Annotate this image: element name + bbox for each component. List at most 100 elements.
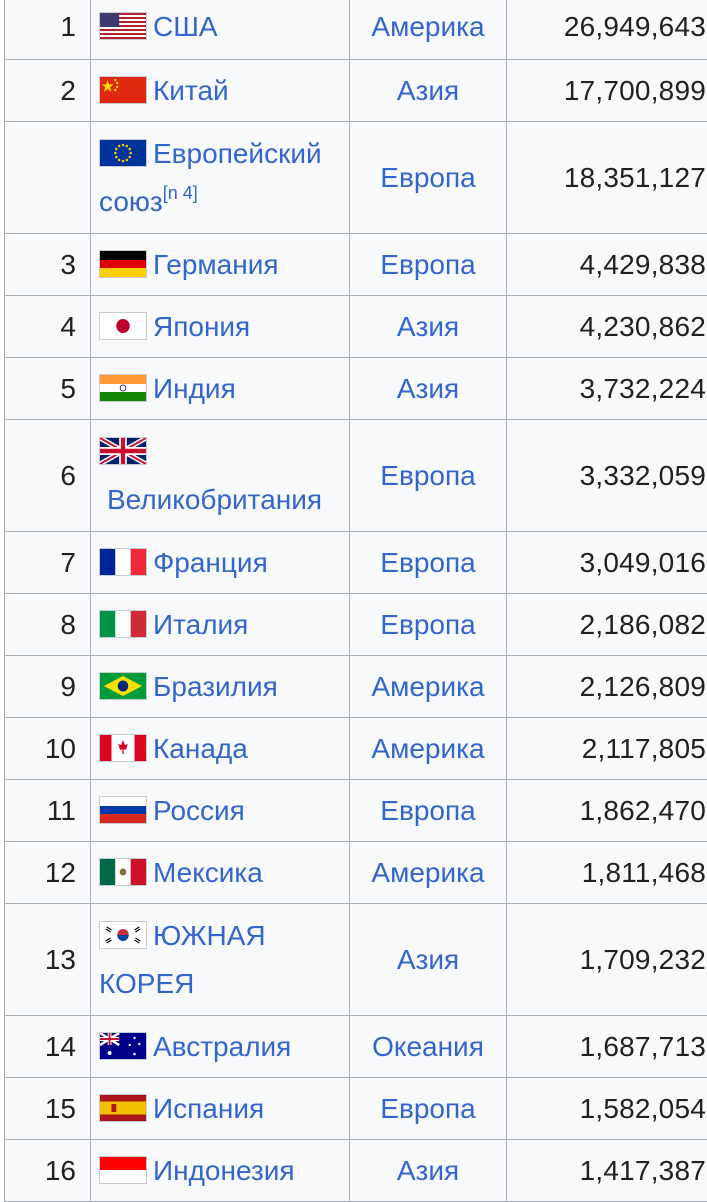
- gdp-value: 2,186,082: [507, 594, 707, 656]
- table-row: 16 Индонезия Азия 1,417,387: [5, 1140, 707, 1202]
- country-link-japan[interactable]: Япония: [153, 311, 250, 342]
- rank-cell: 1: [5, 0, 91, 60]
- region-link[interactable]: Азия: [397, 373, 459, 404]
- country-link-france[interactable]: Франция: [153, 547, 268, 578]
- france-flag-icon: [99, 548, 147, 576]
- country-link-south-korea-line2[interactable]: КОРЕЯ: [99, 968, 194, 999]
- region-cell: Америка: [350, 0, 507, 60]
- country-cell: Германия: [91, 234, 350, 296]
- country-link-eu-line2[interactable]: союз: [99, 186, 163, 217]
- country-link-south-korea-line1[interactable]: ЮЖНАЯ: [153, 920, 266, 951]
- country-cell: Европейский союз[n 4]: [91, 122, 350, 234]
- country-cell: Бразилия: [91, 656, 350, 718]
- country-link-spain[interactable]: Испания: [153, 1093, 264, 1124]
- region-cell: Азия: [350, 1140, 507, 1202]
- table-row: 8 Италия Европа 2,186,082: [5, 594, 707, 656]
- country-link-usa[interactable]: США: [153, 11, 218, 42]
- rank-cell: 13: [5, 904, 91, 1016]
- region-link[interactable]: Азия: [397, 311, 459, 342]
- country-link-germany[interactable]: Германия: [153, 249, 279, 280]
- region-cell: Европа: [350, 532, 507, 594]
- country-cell: Великобритания: [91, 420, 350, 532]
- country-link-india[interactable]: Индия: [153, 373, 236, 404]
- china-flag-icon: [99, 76, 147, 104]
- table-row: 3 Германия Европа 4,429,838: [5, 234, 707, 296]
- rank-cell: 12: [5, 842, 91, 904]
- country-link-italy[interactable]: Италия: [153, 609, 248, 640]
- table-row: 9 Бразилия Америка 2,126,809: [5, 656, 707, 718]
- country-link-china[interactable]: Китай: [153, 75, 229, 106]
- rank-cell: 11: [5, 780, 91, 842]
- gdp-ranking-table: 1 США Америка 26,949,643 2: [4, 0, 707, 1202]
- table-row: 14 Австралия Океания 1,687,713: [5, 1016, 707, 1078]
- region-cell: Азия: [350, 904, 507, 1016]
- rank-cell: 10: [5, 718, 91, 780]
- region-cell: Азия: [350, 60, 507, 122]
- country-cell: США: [91, 0, 350, 60]
- country-link-australia[interactable]: Австралия: [153, 1031, 291, 1062]
- region-cell: Азия: [350, 358, 507, 420]
- region-link[interactable]: Европа: [380, 162, 475, 193]
- region-link[interactable]: Америка: [371, 733, 484, 764]
- rank-cell: 5: [5, 358, 91, 420]
- uk-flag-icon: [99, 437, 147, 465]
- region-link[interactable]: Европа: [380, 547, 475, 578]
- country-cell: Италия: [91, 594, 350, 656]
- region-link[interactable]: Азия: [397, 75, 459, 106]
- table-row: 12 Мексика Америка 1,811,468: [5, 842, 707, 904]
- gdp-value: 1,417,387: [507, 1140, 707, 1202]
- footnote-link[interactable]: [n 4]: [163, 183, 198, 203]
- country-link-uk[interactable]: Великобритания: [107, 484, 322, 515]
- table-row: 10 Канада Америка 2,117,805: [5, 718, 707, 780]
- gdp-value: 17,700,899: [507, 60, 707, 122]
- rank-cell: 14: [5, 1016, 91, 1078]
- table-row: 15 Испания Европа 1,582,054: [5, 1078, 707, 1140]
- region-link[interactable]: Европа: [380, 249, 475, 280]
- country-cell: Япония: [91, 296, 350, 358]
- gdp-value: 3,049,016: [507, 532, 707, 594]
- gdp-value: 1,582,054: [507, 1078, 707, 1140]
- indonesia-flag-icon: [99, 1156, 147, 1184]
- country-link-canada[interactable]: Канада: [153, 733, 248, 764]
- country-cell: Франция: [91, 532, 350, 594]
- country-cell: ЮЖНАЯ КОРЕЯ: [91, 904, 350, 1016]
- country-link-brazil[interactable]: Бразилия: [153, 671, 278, 702]
- region-cell: Америка: [350, 718, 507, 780]
- region-link[interactable]: Америка: [371, 857, 484, 888]
- usa-flag-icon: [99, 12, 147, 40]
- table-row: 7 Франция Европа 3,049,016: [5, 532, 707, 594]
- india-flag-icon: [99, 374, 147, 402]
- table-row: 4 Япония Азия 4,230,862: [5, 296, 707, 358]
- region-link[interactable]: Океания: [372, 1031, 484, 1062]
- gdp-value: 2,117,805: [507, 718, 707, 780]
- table-row: 2 Китай Азия 17,700,899: [5, 60, 707, 122]
- region-link[interactable]: Азия: [397, 944, 459, 975]
- rank-cell: 4: [5, 296, 91, 358]
- country-cell: Индия: [91, 358, 350, 420]
- country-link-eu-line1[interactable]: Европейский: [153, 138, 322, 169]
- country-link-russia[interactable]: Россия: [153, 795, 245, 826]
- country-link-mexico[interactable]: Мексика: [153, 857, 263, 888]
- brazil-flag-icon: [99, 672, 147, 700]
- country-link-indonesia[interactable]: Индонезия: [153, 1155, 295, 1186]
- country-cell: Китай: [91, 60, 350, 122]
- region-link[interactable]: Европа: [380, 460, 475, 491]
- mexico-flag-icon: [99, 858, 147, 886]
- region-link[interactable]: Азия: [397, 1155, 459, 1186]
- russia-flag-icon: [99, 796, 147, 824]
- japan-flag-icon: [99, 312, 147, 340]
- gdp-value: 1,811,468: [507, 842, 707, 904]
- country-cell: Канада: [91, 718, 350, 780]
- gdp-value: 4,230,862: [507, 296, 707, 358]
- gdp-value: 26,949,643: [507, 0, 707, 60]
- region-link[interactable]: Европа: [380, 1093, 475, 1124]
- region-link[interactable]: Европа: [380, 795, 475, 826]
- region-cell: Европа: [350, 420, 507, 532]
- region-link[interactable]: Америка: [371, 671, 484, 702]
- gdp-value: 1,709,232: [507, 904, 707, 1016]
- rank-cell: 9: [5, 656, 91, 718]
- region-link[interactable]: Америка: [371, 11, 484, 42]
- gdp-value: 1,862,470: [507, 780, 707, 842]
- region-link[interactable]: Европа: [380, 609, 475, 640]
